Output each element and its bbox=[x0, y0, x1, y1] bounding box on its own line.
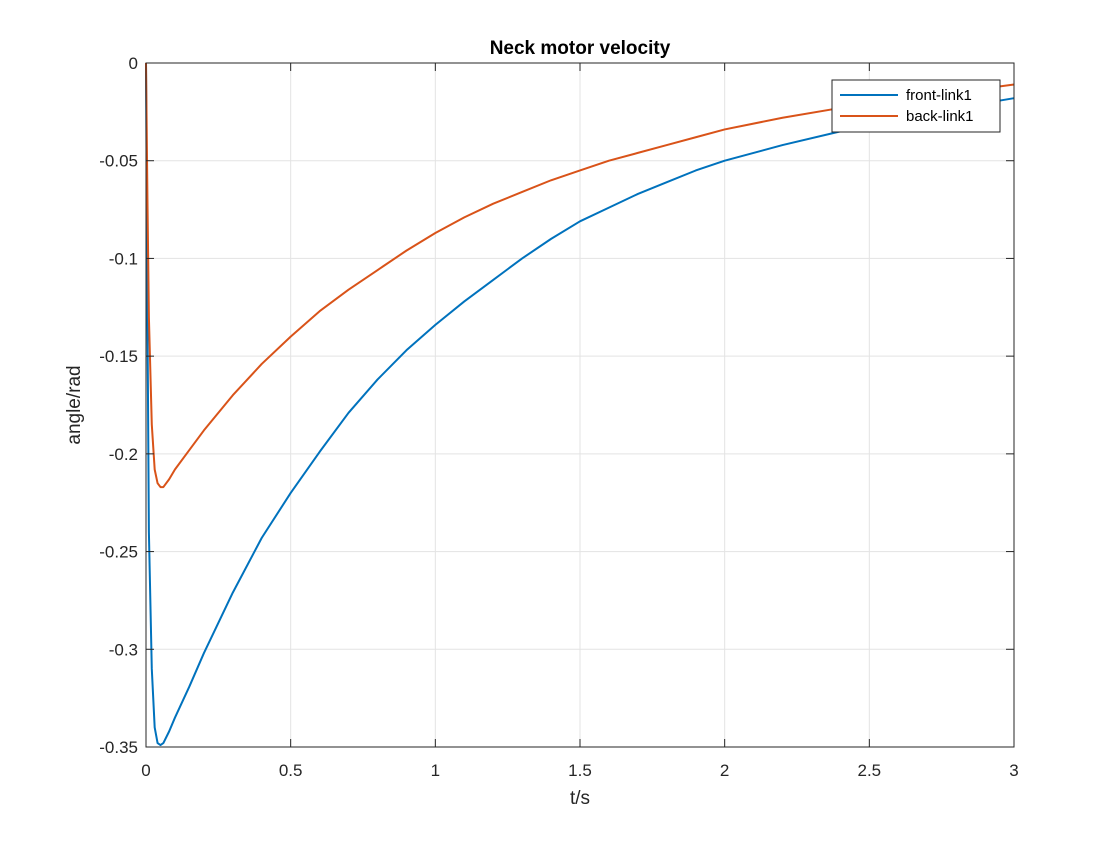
y-tick-label: -0.15 bbox=[99, 347, 138, 366]
chart-title: Neck motor velocity bbox=[490, 38, 671, 59]
x-tick-label: 1 bbox=[431, 761, 440, 780]
x-tick-label: 2.5 bbox=[858, 761, 882, 780]
y-tick-labels: 0 -0.05 -0.1 -0.15 -0.2 -0.25 -0.3 -0.35 bbox=[99, 54, 138, 757]
y-tick-label: 0 bbox=[129, 54, 138, 73]
x-tick-labels: 0 0.5 1 1.5 2 2.5 3 bbox=[141, 761, 1018, 780]
legend-label: back-link1 bbox=[906, 108, 974, 125]
series-lines bbox=[145, 62, 1015, 747]
series-line-front-link1 bbox=[145, 62, 1015, 747]
legend-label: front-link1 bbox=[906, 87, 972, 104]
y-tick-label: -0.2 bbox=[109, 445, 138, 464]
grid-lines bbox=[146, 63, 1014, 747]
x-tick-label: 2 bbox=[720, 761, 729, 780]
y-tick-label: -0.25 bbox=[99, 543, 138, 562]
y-tick-label: -0.1 bbox=[109, 249, 138, 268]
series-line-back-link1 bbox=[145, 62, 1015, 489]
axis-ticks bbox=[145, 62, 1015, 748]
legend-box bbox=[831, 79, 1001, 133]
y-tick-label: -0.3 bbox=[109, 640, 138, 659]
legend: front-link1 back-link1 bbox=[831, 79, 1001, 133]
x-axis-label: t/s bbox=[570, 788, 590, 809]
x-tick-label: 3 bbox=[1009, 761, 1018, 780]
y-axis-label: angle/rad bbox=[64, 365, 85, 444]
y-tick-label: -0.35 bbox=[99, 738, 138, 757]
x-tick-label: 1.5 bbox=[568, 761, 592, 780]
y-tick-label: -0.05 bbox=[99, 152, 138, 171]
x-tick-label: 0.5 bbox=[279, 761, 303, 780]
x-tick-label: 0 bbox=[141, 761, 150, 780]
